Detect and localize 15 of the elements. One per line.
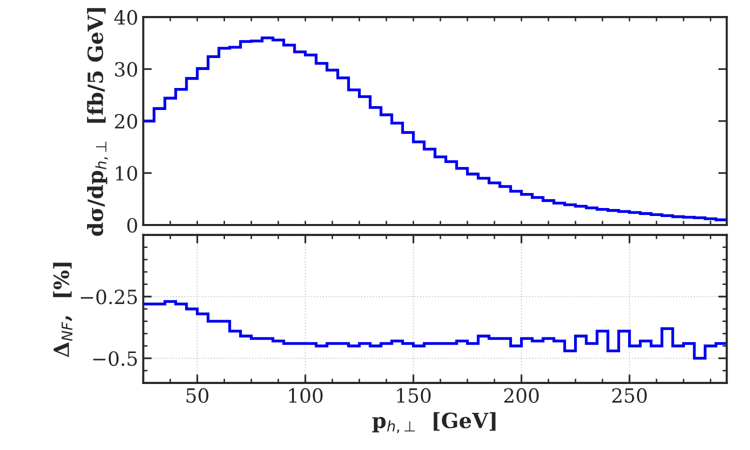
y-tick-label: 10 [116,166,138,181]
x-tick-label: 200 [504,388,539,403]
y-tick-label: 0 [127,218,138,233]
y-tick-label: 30 [115,62,138,77]
y-tick-label: 20 [114,114,138,129]
y-tick-label: −0.5 [93,351,137,366]
x-tick-label: 100 [289,388,323,403]
x-tick-label: 150 [397,388,431,403]
y-tick-label: 40 [114,10,138,25]
text: dσ/dp$_{h,⊥}$ [fb/5 GeV] [87,8,108,236]
text: p$_{h,⊥}$ [GeV] [372,412,496,434]
x-tick-label: 50 [186,388,208,403]
y-axis-title: Δ$_{NF}$, [%] [53,262,72,358]
y-tick-label: −0.25 [80,290,137,304]
x-tick-label: 250 [612,388,647,403]
